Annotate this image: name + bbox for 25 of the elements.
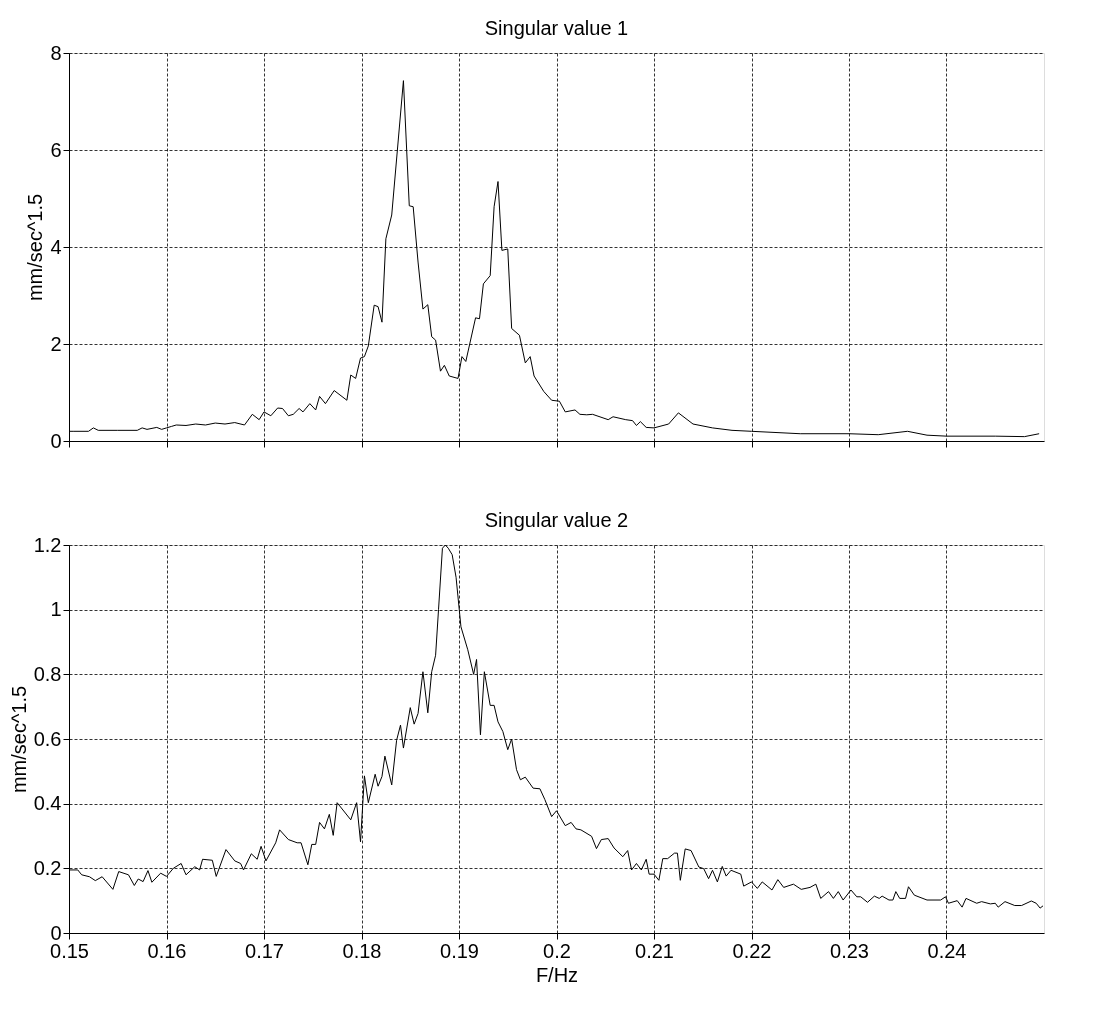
x-tick-label: 0.24 [927,939,967,962]
x-tick-label: 0.17 [245,939,284,962]
y-tick-label: 8 [50,41,62,64]
x-tick-label: 0.22 [732,939,772,962]
y-axis-title: mm/sec^1.5 [7,685,30,794]
x-tick-label: 0.18 [342,939,382,962]
y-tick-label: 0.6 [33,727,62,750]
y-tick-label: 1.2 [33,533,62,556]
x-tick-label: 0.2 [543,939,571,962]
x-tick-label: 0.21 [635,939,674,962]
x-tick-label: 0.16 [147,939,187,962]
chart-title: Singular value 1 [484,17,629,39]
y-tick-label: 0.2 [33,856,62,879]
x-tick-label: 0.23 [830,939,869,962]
x-axis-title: F/Hz [535,963,579,986]
y-tick-label: 0.4 [33,792,62,815]
y-tick-label: 6 [50,138,62,161]
y-tick-label: 4 [50,235,62,258]
y-axis-title: mm/sec^1.5 [24,193,47,302]
y-tick-label: 1 [50,598,62,621]
chart-title: Singular value 2 [484,509,629,531]
y-tick-label: 0 [50,429,62,452]
y-tick-label: 2 [50,332,62,355]
x-tick-label: 0.19 [440,939,479,962]
y-tick-label: 0.8 [33,662,62,685]
